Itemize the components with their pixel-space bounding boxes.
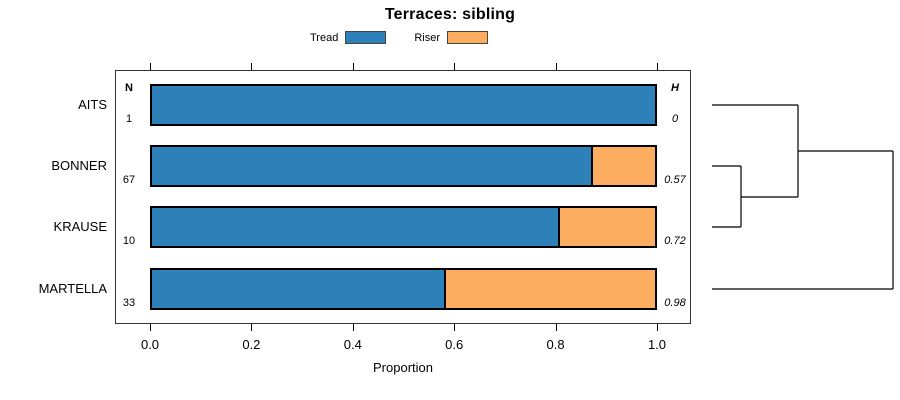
h-value-aits: 0 (671, 113, 679, 125)
category-label-martella: MARTELLA (38, 281, 107, 296)
bar-segment-tread (152, 208, 558, 246)
bar-martella (150, 268, 657, 310)
bar-segment-riser (593, 147, 655, 185)
bar-segment-tread (152, 86, 655, 124)
x-tick-top (555, 63, 557, 70)
bar-segment-riser (446, 270, 655, 308)
category-label-aits: AITS (78, 97, 107, 112)
bar-segment-riser (560, 208, 655, 246)
n-value-aits: 1 (125, 113, 133, 125)
x-tick-bottom (454, 324, 456, 331)
legend-label-riser: Riser (414, 31, 440, 44)
h-value-krause: 0.72 (664, 235, 686, 247)
n-value-krause: 10 (122, 235, 136, 247)
x-tick-label: 0.4 (343, 337, 362, 352)
bar-segment-divider (558, 208, 560, 246)
chart-title: Terraces: sibling (384, 6, 516, 23)
bar-bonner (150, 145, 657, 187)
x-tick-bottom (251, 324, 253, 331)
x-tick-bottom (555, 324, 557, 331)
x-tick-top (150, 63, 151, 70)
x-tick-label: 0.0 (140, 337, 160, 352)
x-axis-title: Proportion (373, 360, 433, 375)
x-tick-bottom (150, 324, 151, 331)
bar-krause (150, 206, 657, 248)
category-label-bonner: BONNER (51, 158, 107, 173)
h-value-bonner: 0.57 (664, 174, 686, 186)
legend: Tread Riser (310, 30, 488, 45)
bar-segment-divider (444, 270, 446, 308)
bar-segment-divider (591, 147, 593, 185)
legend-swatch-riser (447, 31, 488, 44)
x-tick-top (454, 63, 456, 70)
x-tick-label: 0.6 (445, 337, 464, 352)
category-label-krause: KRAUSE (53, 219, 107, 234)
h-value-martella: 0.98 (664, 297, 686, 309)
n-value-bonner: 67 (122, 174, 136, 186)
x-tick-top (251, 63, 253, 70)
legend-label-tread: Tread (310, 31, 339, 44)
bar-aits (150, 84, 657, 126)
x-tick-top (352, 63, 354, 70)
x-tick-top (657, 63, 658, 70)
x-tick-bottom (352, 324, 354, 331)
x-tick-bottom (657, 324, 658, 331)
bar-segment-tread (152, 270, 444, 308)
x-tick-label: 0.2 (242, 337, 261, 352)
x-tick-label: 1.0 (647, 337, 667, 352)
n-value-martella: 33 (122, 297, 136, 309)
n-column-header: N (125, 82, 133, 94)
x-tick-label: 0.8 (546, 337, 565, 352)
h-column-header: H (671, 82, 679, 94)
bar-segment-tread (152, 147, 591, 185)
legend-swatch-tread (345, 31, 387, 44)
